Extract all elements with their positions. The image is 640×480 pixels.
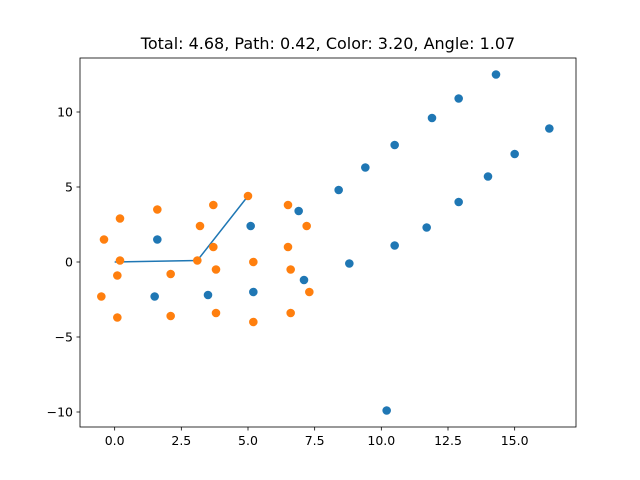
scatter-point	[166, 311, 175, 321]
scatter-point	[454, 94, 463, 103]
scatter-point	[483, 172, 493, 181]
scatter-point	[491, 70, 501, 79]
scatter-point	[113, 271, 122, 280]
scatter-point	[150, 292, 159, 301]
plot-area	[97, 70, 554, 415]
scatter-point	[283, 200, 293, 210]
scatter-point	[249, 317, 258, 327]
axes: 0.0 2.5 5.0 7.5 10.0 12.5 15.0 −10 −5 0 5 10	[47, 57, 577, 448]
scatter-point	[454, 197, 463, 207]
scatter-point	[249, 257, 258, 267]
scatter-point	[209, 242, 218, 252]
y-tick-label: −10	[47, 405, 73, 420]
scatter-point	[294, 206, 303, 216]
scatter-point	[361, 163, 370, 172]
y-tick-label: 0	[65, 255, 73, 270]
y-tick-label: −5	[55, 330, 73, 345]
x-tick-label: 0.0	[105, 433, 125, 448]
scatter-point	[153, 235, 162, 244]
scatter-point	[286, 265, 295, 274]
scatter-point	[302, 221, 311, 231]
scatter-point	[115, 214, 125, 223]
x-tick-label: 15.0	[501, 433, 529, 448]
y-tick-label: 10	[57, 105, 73, 120]
series-blue	[150, 70, 554, 415]
scatter-point	[195, 221, 205, 231]
scatter-point	[334, 185, 343, 195]
scatter-point	[115, 256, 125, 265]
scatter-point	[203, 290, 213, 300]
scatter-point	[345, 259, 354, 268]
scatter-point	[422, 223, 431, 232]
scatter-point	[193, 256, 202, 265]
x-tick-label: 12.5	[434, 433, 462, 448]
scatter-point	[153, 205, 162, 214]
y-tick-label: 5	[65, 180, 73, 195]
scatter-point	[166, 269, 175, 279]
scatter-point	[99, 235, 109, 244]
scatter-point	[243, 191, 253, 201]
x-tick-label: 5.0	[238, 433, 258, 448]
scatter-point	[211, 308, 221, 318]
scatter-point	[249, 287, 258, 297]
scatter-point	[390, 241, 399, 250]
axes-frame	[79, 57, 577, 428]
x-tick-label: 10.0	[367, 433, 395, 448]
scatter-point	[283, 242, 293, 252]
scatter-point	[510, 149, 519, 159]
scatter-point	[97, 292, 106, 301]
scatter-point	[113, 313, 122, 322]
scatter-point	[390, 140, 399, 150]
scatter-point	[382, 406, 391, 415]
scatter-point	[211, 265, 221, 274]
scatter-point	[305, 287, 314, 297]
scatter-point	[427, 113, 437, 123]
series-orange	[97, 191, 314, 327]
scatter-point	[286, 308, 295, 318]
scatter-point	[545, 124, 554, 133]
scatter-point	[299, 275, 309, 285]
x-tick-label: 7.5	[305, 433, 325, 448]
x-tick-label: 2.5	[171, 433, 191, 448]
scatter-point	[209, 200, 218, 210]
chart-title: Total: 4.68, Path: 0.42, Color: 3.20, An…	[140, 34, 515, 53]
scatter-point	[246, 221, 255, 231]
